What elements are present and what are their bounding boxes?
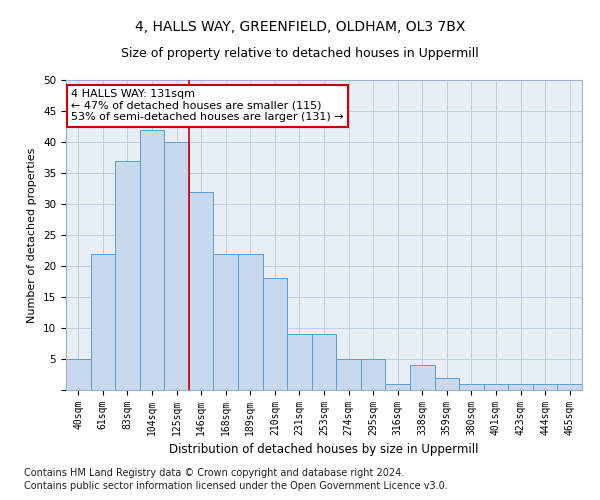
X-axis label: Distribution of detached houses by size in Uppermill: Distribution of detached houses by size … [169, 444, 479, 456]
Bar [557, 384, 582, 390]
Text: Contains HM Land Registry data © Crown copyright and database right 2024.: Contains HM Land Registry data © Crown c… [24, 468, 404, 477]
Bar [385, 384, 410, 390]
Bar [140, 130, 164, 390]
Text: Size of property relative to detached houses in Uppermill: Size of property relative to detached ho… [121, 48, 479, 60]
Bar [410, 365, 434, 390]
Bar [533, 384, 557, 390]
Bar [312, 334, 336, 390]
Bar [263, 278, 287, 390]
Bar [287, 334, 312, 390]
Text: 4, HALLS WAY, GREENFIELD, OLDHAM, OL3 7BX: 4, HALLS WAY, GREENFIELD, OLDHAM, OL3 7B… [135, 20, 465, 34]
Bar [238, 254, 263, 390]
Text: Contains public sector information licensed under the Open Government Licence v3: Contains public sector information licen… [24, 481, 448, 491]
Bar [336, 359, 361, 390]
Bar [484, 384, 508, 390]
Bar [459, 384, 484, 390]
Bar [214, 254, 238, 390]
Text: 4 HALLS WAY: 131sqm
← 47% of detached houses are smaller (115)
53% of semi-detac: 4 HALLS WAY: 131sqm ← 47% of detached ho… [71, 90, 344, 122]
Y-axis label: Number of detached properties: Number of detached properties [28, 148, 37, 322]
Bar [508, 384, 533, 390]
Bar [66, 359, 91, 390]
Bar [164, 142, 189, 390]
Bar [189, 192, 214, 390]
Bar [434, 378, 459, 390]
Bar [361, 359, 385, 390]
Bar [91, 254, 115, 390]
Bar [115, 160, 140, 390]
